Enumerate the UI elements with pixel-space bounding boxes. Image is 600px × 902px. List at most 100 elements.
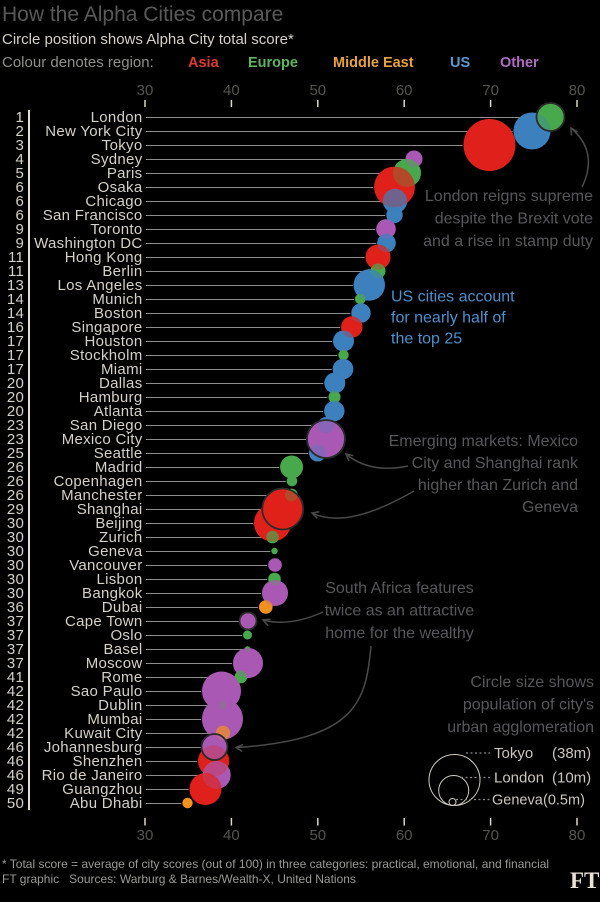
svg-text:20: 20 bbox=[7, 389, 24, 406]
svg-text:60: 60 bbox=[396, 82, 413, 99]
svg-text:Houston: Houston bbox=[85, 333, 143, 350]
svg-text:Other: Other bbox=[500, 55, 539, 71]
svg-text:40: 40 bbox=[223, 827, 240, 844]
svg-text:Guangzhou: Guangzhou bbox=[62, 781, 142, 798]
svg-text:60: 60 bbox=[396, 827, 413, 844]
svg-text:20: 20 bbox=[7, 375, 24, 392]
svg-text:(0.5m): (0.5m) bbox=[543, 793, 585, 809]
svg-text:Rio de Janeiro: Rio de Janeiro bbox=[42, 767, 143, 784]
svg-text:Colour denotes region:: Colour denotes region: bbox=[2, 54, 154, 71]
svg-text:Munich: Munich bbox=[92, 291, 142, 308]
svg-text:46: 46 bbox=[7, 767, 24, 784]
svg-text:29: 29 bbox=[7, 501, 24, 518]
svg-text:twice as an attractive: twice as an attractive bbox=[325, 603, 475, 620]
svg-text:Dubai: Dubai bbox=[102, 599, 143, 616]
svg-text:Berlin: Berlin bbox=[102, 263, 142, 280]
svg-text:New York City: New York City bbox=[45, 123, 142, 140]
svg-text:Sydney: Sydney bbox=[91, 151, 143, 168]
svg-text:42: 42 bbox=[7, 683, 24, 700]
svg-text:US: US bbox=[450, 55, 470, 71]
svg-text:17: 17 bbox=[7, 361, 24, 378]
svg-text:South Africa features: South Africa features bbox=[325, 580, 474, 597]
svg-text:San Francisco: San Francisco bbox=[43, 207, 143, 224]
svg-text:Singapore: Singapore bbox=[71, 319, 142, 336]
svg-text:Tokyo: Tokyo bbox=[494, 745, 533, 762]
svg-text:6: 6 bbox=[15, 193, 24, 210]
svg-text:Osaka: Osaka bbox=[98, 179, 143, 196]
svg-text:20: 20 bbox=[7, 403, 24, 420]
svg-text:Beijing: Beijing bbox=[95, 515, 142, 532]
svg-text:Cape Town: Cape Town bbox=[65, 613, 142, 630]
svg-text:City and Shanghai rank: City and Shanghai rank bbox=[412, 455, 579, 472]
svg-text:30: 30 bbox=[7, 585, 24, 602]
svg-text:Vancouver: Vancouver bbox=[69, 557, 142, 574]
svg-text:30: 30 bbox=[7, 529, 24, 546]
svg-text:Geneva: Geneva bbox=[492, 793, 544, 809]
svg-text:Zurich: Zurich bbox=[99, 529, 142, 546]
svg-text:Seattle: Seattle bbox=[94, 445, 143, 462]
svg-text:Kuwait City: Kuwait City bbox=[64, 725, 143, 742]
svg-text:for nearly half of: for nearly half of bbox=[391, 310, 506, 327]
svg-text:30: 30 bbox=[7, 543, 24, 560]
svg-text:London: London bbox=[494, 770, 544, 787]
svg-text:higher than Zurich and: higher than Zurich and bbox=[418, 477, 578, 494]
svg-text:Chicago: Chicago bbox=[85, 193, 142, 210]
svg-text:home for the wealthy: home for the wealthy bbox=[325, 625, 474, 642]
svg-text:26: 26 bbox=[7, 459, 24, 476]
svg-text:Stockholm: Stockholm bbox=[70, 347, 143, 364]
svg-text:Geneva: Geneva bbox=[522, 499, 578, 516]
svg-text:San Diego: San Diego bbox=[70, 417, 143, 434]
svg-text:and a rise in stamp duty: and a rise in stamp duty bbox=[423, 233, 593, 250]
svg-text:37: 37 bbox=[7, 641, 24, 658]
svg-text:* Total score = average of cit: * Total score = average of city scores (… bbox=[2, 857, 549, 871]
svg-text:Shenzhen: Shenzhen bbox=[73, 753, 143, 770]
svg-text:US cities account: US cities account bbox=[391, 289, 515, 306]
svg-text:14: 14 bbox=[7, 305, 24, 322]
svg-text:FT graphic Sources: Warburg: FT graphic Sources: Warburg & Barnes/Wea… bbox=[2, 872, 356, 886]
svg-text:Geneva: Geneva bbox=[88, 543, 143, 560]
svg-text:42: 42 bbox=[7, 711, 24, 728]
svg-text:Boston: Boston bbox=[94, 305, 143, 322]
svg-text:urban agglomeration: urban agglomeration bbox=[447, 719, 594, 736]
svg-text:37: 37 bbox=[7, 613, 24, 630]
svg-text:70: 70 bbox=[482, 82, 499, 99]
svg-text:(10m): (10m) bbox=[552, 770, 591, 787]
svg-text:Los Angeles: Los Angeles bbox=[57, 277, 142, 294]
svg-text:the top 25: the top 25 bbox=[391, 331, 462, 348]
svg-text:Circle position shows Alpha Ci: Circle position shows Alpha City total s… bbox=[2, 31, 294, 48]
svg-text:3: 3 bbox=[15, 137, 24, 154]
svg-text:Toronto: Toronto bbox=[90, 221, 142, 238]
svg-text:30: 30 bbox=[7, 571, 24, 588]
svg-text:Bangkok: Bangkok bbox=[82, 585, 143, 602]
svg-text:Atlanta: Atlanta bbox=[94, 403, 143, 420]
svg-text:Lisbon: Lisbon bbox=[96, 571, 142, 588]
svg-text:42: 42 bbox=[7, 725, 24, 742]
svg-text:37: 37 bbox=[7, 655, 24, 672]
svg-text:6: 6 bbox=[15, 179, 24, 196]
svg-text:How the Alpha Cities compare: How the Alpha Cities compare bbox=[2, 3, 283, 26]
svg-text:Asia: Asia bbox=[188, 55, 220, 71]
svg-text:Rome: Rome bbox=[101, 669, 142, 686]
svg-text:36: 36 bbox=[7, 599, 24, 616]
svg-text:30: 30 bbox=[137, 827, 154, 844]
svg-text:26: 26 bbox=[7, 487, 24, 504]
svg-text:(38m): (38m) bbox=[552, 745, 591, 762]
svg-text:despite the Brexit vote: despite the Brexit vote bbox=[435, 211, 593, 228]
svg-text:Shanghai: Shanghai bbox=[77, 501, 143, 518]
svg-text:80: 80 bbox=[569, 827, 586, 844]
svg-text:Copenhagen: Copenhagen bbox=[54, 473, 143, 490]
svg-text:13: 13 bbox=[7, 277, 24, 294]
svg-text:Circle size shows: Circle size shows bbox=[470, 674, 594, 691]
svg-text:Tokyo: Tokyo bbox=[102, 137, 143, 154]
svg-text:FT: FT bbox=[570, 868, 599, 893]
svg-text:11: 11 bbox=[8, 263, 24, 280]
svg-text:37: 37 bbox=[7, 627, 24, 644]
svg-text:50: 50 bbox=[7, 795, 24, 812]
svg-text:17: 17 bbox=[7, 333, 24, 350]
svg-text:5: 5 bbox=[15, 165, 24, 182]
svg-text:9: 9 bbox=[15, 221, 24, 238]
svg-text:Hong Kong: Hong Kong bbox=[65, 249, 143, 266]
svg-text:9: 9 bbox=[15, 235, 24, 252]
svg-text:30: 30 bbox=[137, 82, 154, 99]
svg-text:London reigns supreme: London reigns supreme bbox=[425, 188, 593, 205]
